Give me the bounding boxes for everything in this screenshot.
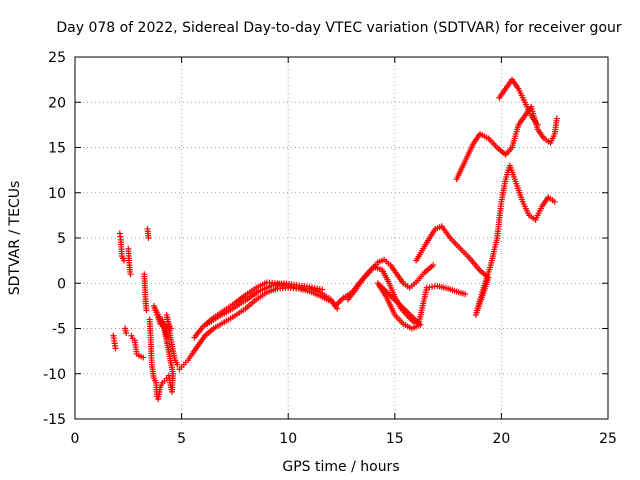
x-tick-label: 0 — [71, 431, 80, 447]
data-point — [127, 271, 134, 278]
data-point — [145, 235, 152, 241]
x-tick-label: 20 — [492, 431, 510, 447]
y-tick-labels: -15 -10 -5 0 5 10 15 20 25 — [43, 50, 66, 428]
y-tick-label: 0 — [57, 276, 66, 292]
data-point — [174, 361, 181, 368]
y-tick-label: 15 — [48, 141, 66, 157]
data-point — [154, 311, 161, 318]
y-tick-label: 25 — [48, 50, 66, 66]
y-tick-label: 5 — [57, 231, 66, 247]
x-tick-labels: 0 5 10 15 20 25 — [71, 431, 617, 447]
y-tick-label: -15 — [43, 412, 66, 428]
x-axis-label: GPS time / hours — [282, 459, 399, 475]
x-tick-label: 5 — [177, 431, 186, 447]
grid — [75, 57, 608, 419]
y-tick-label: 10 — [48, 186, 66, 202]
y-tick-label: 20 — [48, 95, 66, 111]
data-point — [319, 286, 326, 293]
chart-title: Day 078 of 2022, Sidereal Day-to-day VTE… — [56, 20, 622, 36]
data-point — [140, 354, 147, 361]
data-point — [143, 307, 150, 314]
data-point — [128, 332, 135, 339]
y-tick-label: -5 — [52, 322, 66, 338]
x-tick-label: 25 — [599, 431, 617, 447]
x-tick-label: 10 — [279, 431, 297, 447]
y-axis-label: SDTVAR / TECUs — [7, 181, 23, 296]
data-point — [153, 309, 160, 316]
data-points — [110, 76, 560, 403]
data-point — [430, 262, 437, 269]
plot-frame — [74, 56, 609, 420]
data-point — [462, 291, 469, 298]
data-point — [553, 115, 560, 122]
data-point — [121, 257, 128, 264]
data-point — [112, 345, 119, 352]
data-point — [551, 198, 558, 205]
data-point — [534, 121, 541, 128]
y-tick-label: -10 — [43, 367, 66, 383]
data-point — [123, 330, 130, 337]
x-tick-label: 15 — [386, 431, 404, 447]
